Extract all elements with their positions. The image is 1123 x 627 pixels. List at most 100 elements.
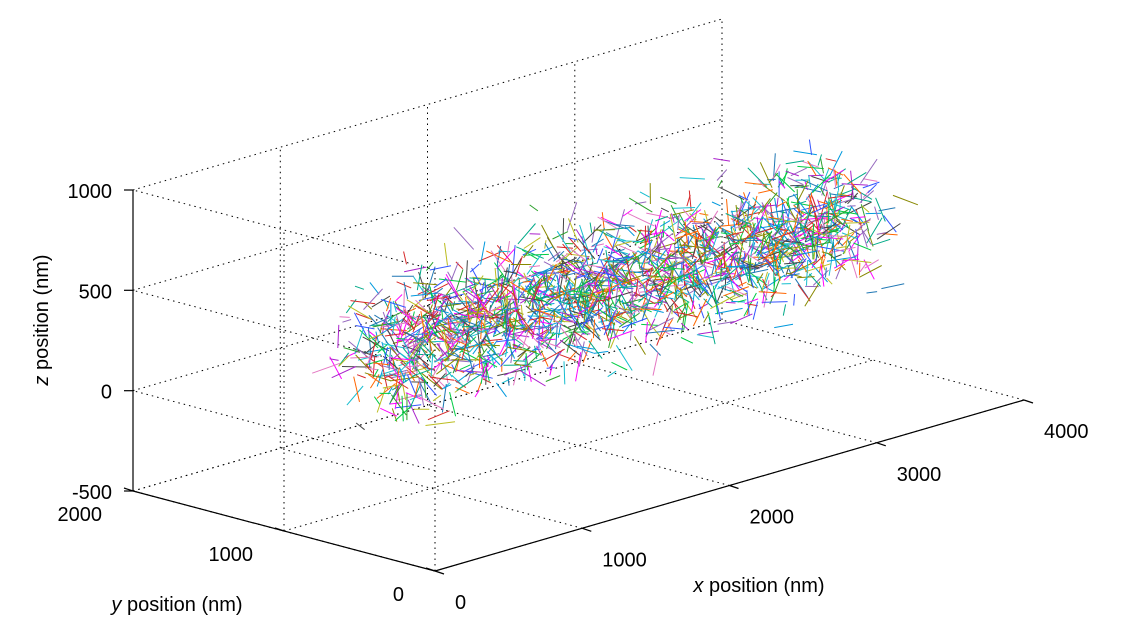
y-tick-label: 2000: [58, 504, 103, 526]
trajectory-segment: [543, 271, 548, 292]
trajectory-segment: [789, 238, 806, 263]
trajectory-segment: [726, 286, 747, 296]
trajectory-segment: [662, 244, 672, 270]
trajectory-segment: [545, 375, 561, 382]
trajectory-segment: [562, 334, 572, 340]
trajectory-segment: [649, 283, 659, 286]
trajectory-segment: [575, 352, 582, 382]
trajectory-segment: [496, 257, 500, 288]
trajectory-segment: [871, 238, 891, 246]
trajectory-segment: [413, 322, 423, 325]
trajectory-segment: [705, 279, 717, 305]
trajectory-segment: [503, 270, 518, 274]
trajectory-segment: [469, 372, 478, 376]
trajectory-segment: [416, 395, 444, 410]
trajectory-segment: [495, 382, 507, 398]
trajectory-segment: [628, 197, 653, 213]
trajectory-segment: [628, 301, 648, 318]
trajectory-segment: [793, 294, 796, 306]
trajectory-segment: [371, 295, 391, 308]
trajectory-segment: [465, 260, 468, 288]
x-tick-label: 1000: [602, 549, 647, 571]
trajectory-segment: [469, 277, 497, 281]
trajectory-segment: [671, 207, 696, 209]
trajectory-segment: [778, 249, 781, 265]
trajectory-segment: [881, 283, 905, 290]
trajectory-segment: [674, 275, 678, 290]
trajectory-segment: [565, 305, 577, 311]
trajectory-segment: [746, 283, 758, 289]
trajectory-segment: [505, 329, 511, 347]
trajectory-segment: [525, 353, 529, 371]
trajectory-segment: [541, 246, 554, 253]
trajectory-segment: [801, 248, 812, 263]
trajectory-segment: [422, 362, 429, 370]
trajectory-segment: [806, 260, 809, 286]
trajectory-segment: [777, 201, 786, 207]
trajectory-segment: [841, 218, 853, 222]
trajectory-segment: [615, 241, 632, 247]
trajectory-segment: [860, 204, 870, 231]
trajectory-segment: [704, 267, 707, 277]
trajectory-segment: [396, 337, 406, 340]
trajectory-segment: [460, 348, 470, 352]
trajectory-segment: [653, 209, 662, 238]
trajectory-segment: [599, 286, 610, 293]
trajectory-segment: [494, 307, 505, 335]
trajectory-segment: [572, 332, 588, 357]
trajectory-segment: [388, 361, 404, 385]
trajectory-segment: [722, 266, 739, 280]
trajectory-segment: [850, 170, 854, 200]
trajectory-segment: [527, 291, 552, 306]
trajectory-segment: [465, 296, 471, 325]
trajectory-segment: [512, 276, 520, 285]
trajectory-segment: [392, 339, 405, 344]
trajectory-segment: [634, 201, 647, 205]
trajectory-segment: [822, 222, 837, 234]
trajectory-segment: [513, 371, 518, 386]
trajectory-segment: [555, 264, 575, 285]
trajectory-segment: [418, 339, 438, 361]
trajectory-segment: [570, 248, 586, 261]
trajectory-segment: [413, 336, 429, 355]
trajectory-segment: [380, 321, 410, 328]
trajectory-segment: [464, 277, 479, 286]
trajectory-segment: [384, 333, 402, 337]
trajectory-segment: [607, 254, 627, 266]
trajectory-segment: [584, 264, 607, 269]
trajectory-segment: [517, 346, 531, 358]
trajectory-segment: [476, 296, 481, 308]
trajectory-segment: [625, 270, 654, 274]
trajectory-segment: [684, 252, 706, 274]
trajectory-segment: [497, 245, 502, 263]
trajectory-segment: [426, 266, 436, 294]
trajectory-segment: [578, 286, 583, 300]
trajectory-segment: [673, 255, 694, 259]
trajectory-segment: [560, 326, 576, 347]
trajectory-segment: [392, 357, 395, 369]
trajectory-segment: [620, 267, 631, 284]
trajectory-segment: [581, 236, 589, 265]
trajectory-segment: [579, 260, 594, 283]
trajectory-segment: [680, 337, 694, 344]
trajectory-segment: [748, 217, 763, 240]
trajectory-segment: [735, 246, 762, 263]
trajectory-segment: [598, 259, 618, 263]
trajectory-segment: [584, 269, 603, 286]
trajectory-segment: [544, 243, 556, 260]
trajectory-segment: [369, 334, 389, 357]
trajectory-segment: [362, 336, 390, 352]
trajectory-segment: [586, 281, 600, 293]
trajectory-segment: [546, 294, 562, 301]
trajectory-segment: [501, 376, 514, 384]
trajectory-segment: [438, 331, 454, 352]
trajectory-segment: [512, 310, 518, 340]
trajectory-segment: [748, 257, 752, 282]
trajectory-segment: [493, 329, 508, 337]
trajectory-segment: [382, 311, 389, 327]
trajectory-segment: [820, 167, 830, 190]
trajectory-segment: [725, 301, 736, 304]
trajectory-segment: [769, 203, 774, 226]
trajectory-segment: [757, 206, 766, 217]
trajectory-segment: [659, 220, 671, 227]
